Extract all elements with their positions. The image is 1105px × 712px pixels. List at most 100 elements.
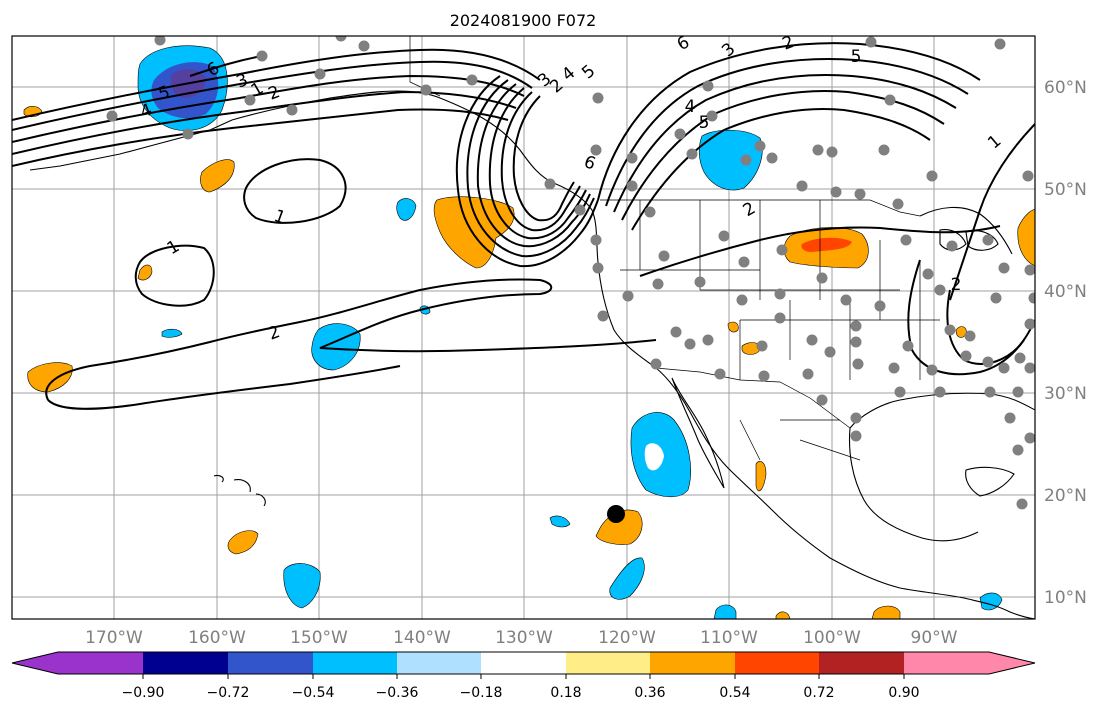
station-point xyxy=(544,178,556,190)
station-point xyxy=(758,370,770,382)
light-negative-regions xyxy=(644,443,664,471)
station-point xyxy=(592,262,604,274)
station-point xyxy=(574,204,586,216)
station-point xyxy=(684,338,696,350)
station-point xyxy=(850,336,862,348)
borders-us-states xyxy=(620,200,940,380)
negative-region-canada xyxy=(698,129,763,191)
colorbar-label: 0.90 xyxy=(888,685,919,701)
coastline-alaska xyxy=(231,90,599,263)
contour-jet-3 xyxy=(12,74,525,143)
station-point xyxy=(888,362,900,374)
station-point xyxy=(674,128,686,140)
station-point xyxy=(900,234,912,246)
longitude-label: 100°W xyxy=(803,628,861,648)
station-point xyxy=(335,36,347,42)
station-point xyxy=(1022,170,1034,182)
station-point xyxy=(824,346,836,358)
colorbar-segment xyxy=(143,652,228,674)
negative-region-small-3 xyxy=(549,515,571,528)
contour-jet-2 xyxy=(12,60,533,131)
station-point xyxy=(590,234,602,246)
station-point xyxy=(702,80,714,92)
colorbar-extend-left xyxy=(12,652,58,674)
colorbar-segment xyxy=(735,652,819,674)
station-point xyxy=(652,278,664,290)
station-point xyxy=(854,188,866,200)
station-point xyxy=(736,294,748,306)
colorbar-label: −0.90 xyxy=(122,685,165,701)
latitude-label: 40°N xyxy=(1044,282,1087,302)
map-title: 2024081900 F072 xyxy=(450,11,597,30)
station-point xyxy=(774,312,786,324)
negative-region-east-pac-2 xyxy=(609,557,645,600)
negative-region-small-1 xyxy=(396,198,417,221)
station-point xyxy=(850,320,862,332)
station-point xyxy=(466,74,478,86)
station-point xyxy=(1012,444,1024,456)
colorbar-segment xyxy=(819,652,904,674)
station-point xyxy=(644,206,656,218)
colorbar xyxy=(11,651,1036,675)
station-point xyxy=(994,38,1006,50)
coastline-west-us xyxy=(597,261,1035,619)
station-point xyxy=(740,154,752,166)
station-point xyxy=(1024,318,1035,330)
positive-region-tx xyxy=(727,321,739,333)
station-point xyxy=(756,340,768,352)
station-point xyxy=(314,68,326,80)
contour-2-long xyxy=(45,278,657,401)
station-point xyxy=(1016,498,1028,510)
station-point xyxy=(865,36,877,48)
contour-pac-ring-1 xyxy=(455,75,599,268)
contour-label: 2 xyxy=(780,32,797,54)
station-point xyxy=(1024,432,1035,444)
station-point xyxy=(982,234,994,246)
station-point xyxy=(686,148,698,160)
colorbar-label: −0.54 xyxy=(292,685,335,701)
longitude-label: 170°W xyxy=(85,628,143,648)
colorbar-labels: −0.90 −0.72 −0.54 −0.36 −0.18 0.18 0.36 0.54 0.7… xyxy=(122,674,920,701)
station-points xyxy=(106,36,1035,510)
station-point xyxy=(796,180,808,192)
station-point xyxy=(960,350,972,362)
station-point xyxy=(754,140,766,152)
gridlines xyxy=(12,36,1035,619)
positive-region-hawaii-sw xyxy=(227,530,259,555)
longitude-label: 90°W xyxy=(911,628,958,648)
coastline-yucatan xyxy=(965,466,1015,497)
positive-region-far-west xyxy=(27,362,73,393)
latitude-labels: 60°N 50°N 40°N 30°N 20°N 10°N xyxy=(1044,78,1087,608)
borders-mexico-states xyxy=(739,419,861,461)
contour-pac-ring-6 xyxy=(512,95,575,222)
negative-region-small-2 xyxy=(161,328,183,338)
station-point xyxy=(884,94,896,106)
colorbar-segment xyxy=(228,652,313,674)
positive-region-baja xyxy=(755,461,767,492)
positive-region-south-2 xyxy=(775,611,791,619)
latitude-label: 60°N xyxy=(1044,78,1087,98)
station-point xyxy=(154,36,166,46)
contour-pac-ring-2 xyxy=(466,79,595,258)
station-point xyxy=(998,362,1010,374)
contour-canada-4 xyxy=(621,89,945,221)
station-point xyxy=(982,356,994,368)
colorbar-label: 0.72 xyxy=(803,685,834,701)
strong-positive-plains xyxy=(801,237,852,252)
contour-canada-3 xyxy=(613,74,957,213)
contour-jet-5 xyxy=(12,108,509,167)
station-point xyxy=(670,326,682,338)
positive-region-ne xyxy=(1017,209,1035,267)
station-point xyxy=(706,110,718,122)
coastline-hudson xyxy=(919,206,1013,255)
colorbar-label: −0.36 xyxy=(376,685,419,701)
station-point xyxy=(826,146,838,158)
station-point xyxy=(998,262,1010,274)
negative-region-south-1 xyxy=(713,604,737,619)
longitude-label: 160°W xyxy=(188,628,246,648)
colorbar-segment xyxy=(58,652,143,674)
contour-closed-1 xyxy=(243,158,347,224)
station-point xyxy=(852,358,864,370)
contour-plains-1 xyxy=(639,225,1001,277)
